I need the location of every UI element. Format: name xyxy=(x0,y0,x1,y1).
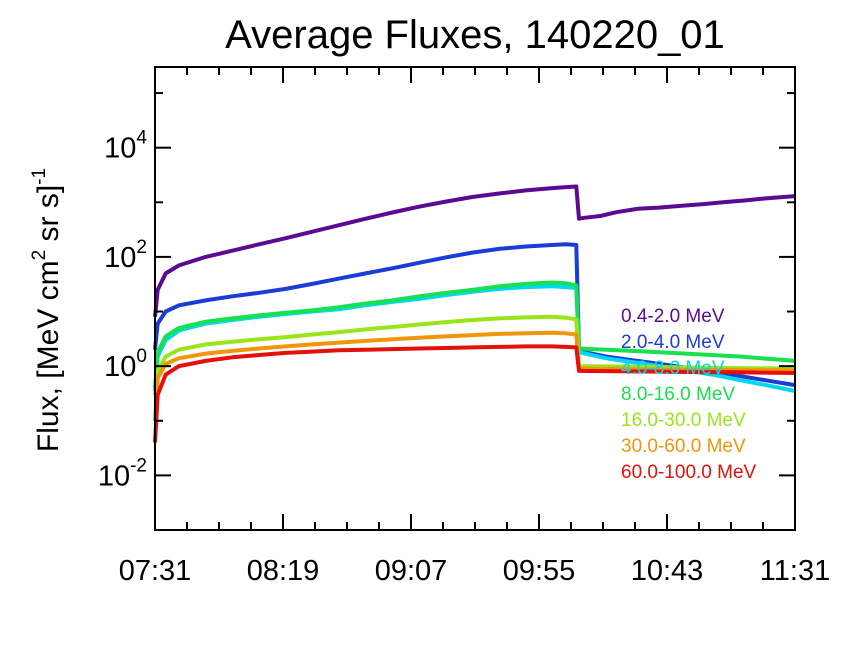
x-tick-label-4: 10:43 xyxy=(631,555,704,587)
legend-entry-4: 16.0-30.0 MeV xyxy=(621,410,746,431)
x-tick-label-0: 07:31 xyxy=(119,555,192,587)
series-line-0 xyxy=(153,184,796,317)
legend-entry-1: 2.0-4.0 MeV xyxy=(621,332,725,353)
y-axis-label-sup2: -1 xyxy=(29,168,50,185)
y-axis-label: Flux, [MeV cm2 sr s]-1 xyxy=(29,168,65,452)
x-tick-label-2: 09:07 xyxy=(375,555,448,587)
plot-frame xyxy=(154,66,796,531)
y-tick-label-1: 100 xyxy=(104,346,147,383)
x-tick-label-5: 11:31 xyxy=(760,555,830,587)
y-axis-label-mid: sr s] xyxy=(32,185,65,250)
legend-entry-5: 30.0-60.0 MeV xyxy=(621,436,746,457)
axes-layer xyxy=(154,66,796,531)
legend-entry-2: 4.0-8.0 MeV xyxy=(621,358,725,379)
series-line-6 xyxy=(153,344,796,443)
y-tick-label-3: 104 xyxy=(104,128,147,165)
x-tick-label-1: 08:19 xyxy=(247,555,320,587)
legend: 0.4-2.0 MeV 2.0-4.0 MeV 4.0-8.0 MeV 8.0-16.… xyxy=(621,306,757,483)
legend-entry-6: 60.0-100.0 MeV xyxy=(621,462,757,483)
ticks-layer: 10-2 100 102 104 07:31 08:19 09:07 09:55 10:43 11… xyxy=(98,67,830,587)
x-tick-label-3: 09:55 xyxy=(503,555,576,587)
series-layer xyxy=(153,184,796,443)
chart-title: Average Fluxes, 140220_01 xyxy=(225,13,725,57)
y-axis-label-sup1: 2 xyxy=(29,250,50,261)
y-axis-label-base: Flux, [MeV cm xyxy=(32,260,65,452)
y-tick-label-0: 10-2 xyxy=(98,455,147,492)
legend-entry-0: 0.4-2.0 MeV xyxy=(621,306,725,327)
y-tick-label-2: 102 xyxy=(104,237,147,274)
legend-entry-3: 8.0-16.0 MeV xyxy=(621,384,735,405)
